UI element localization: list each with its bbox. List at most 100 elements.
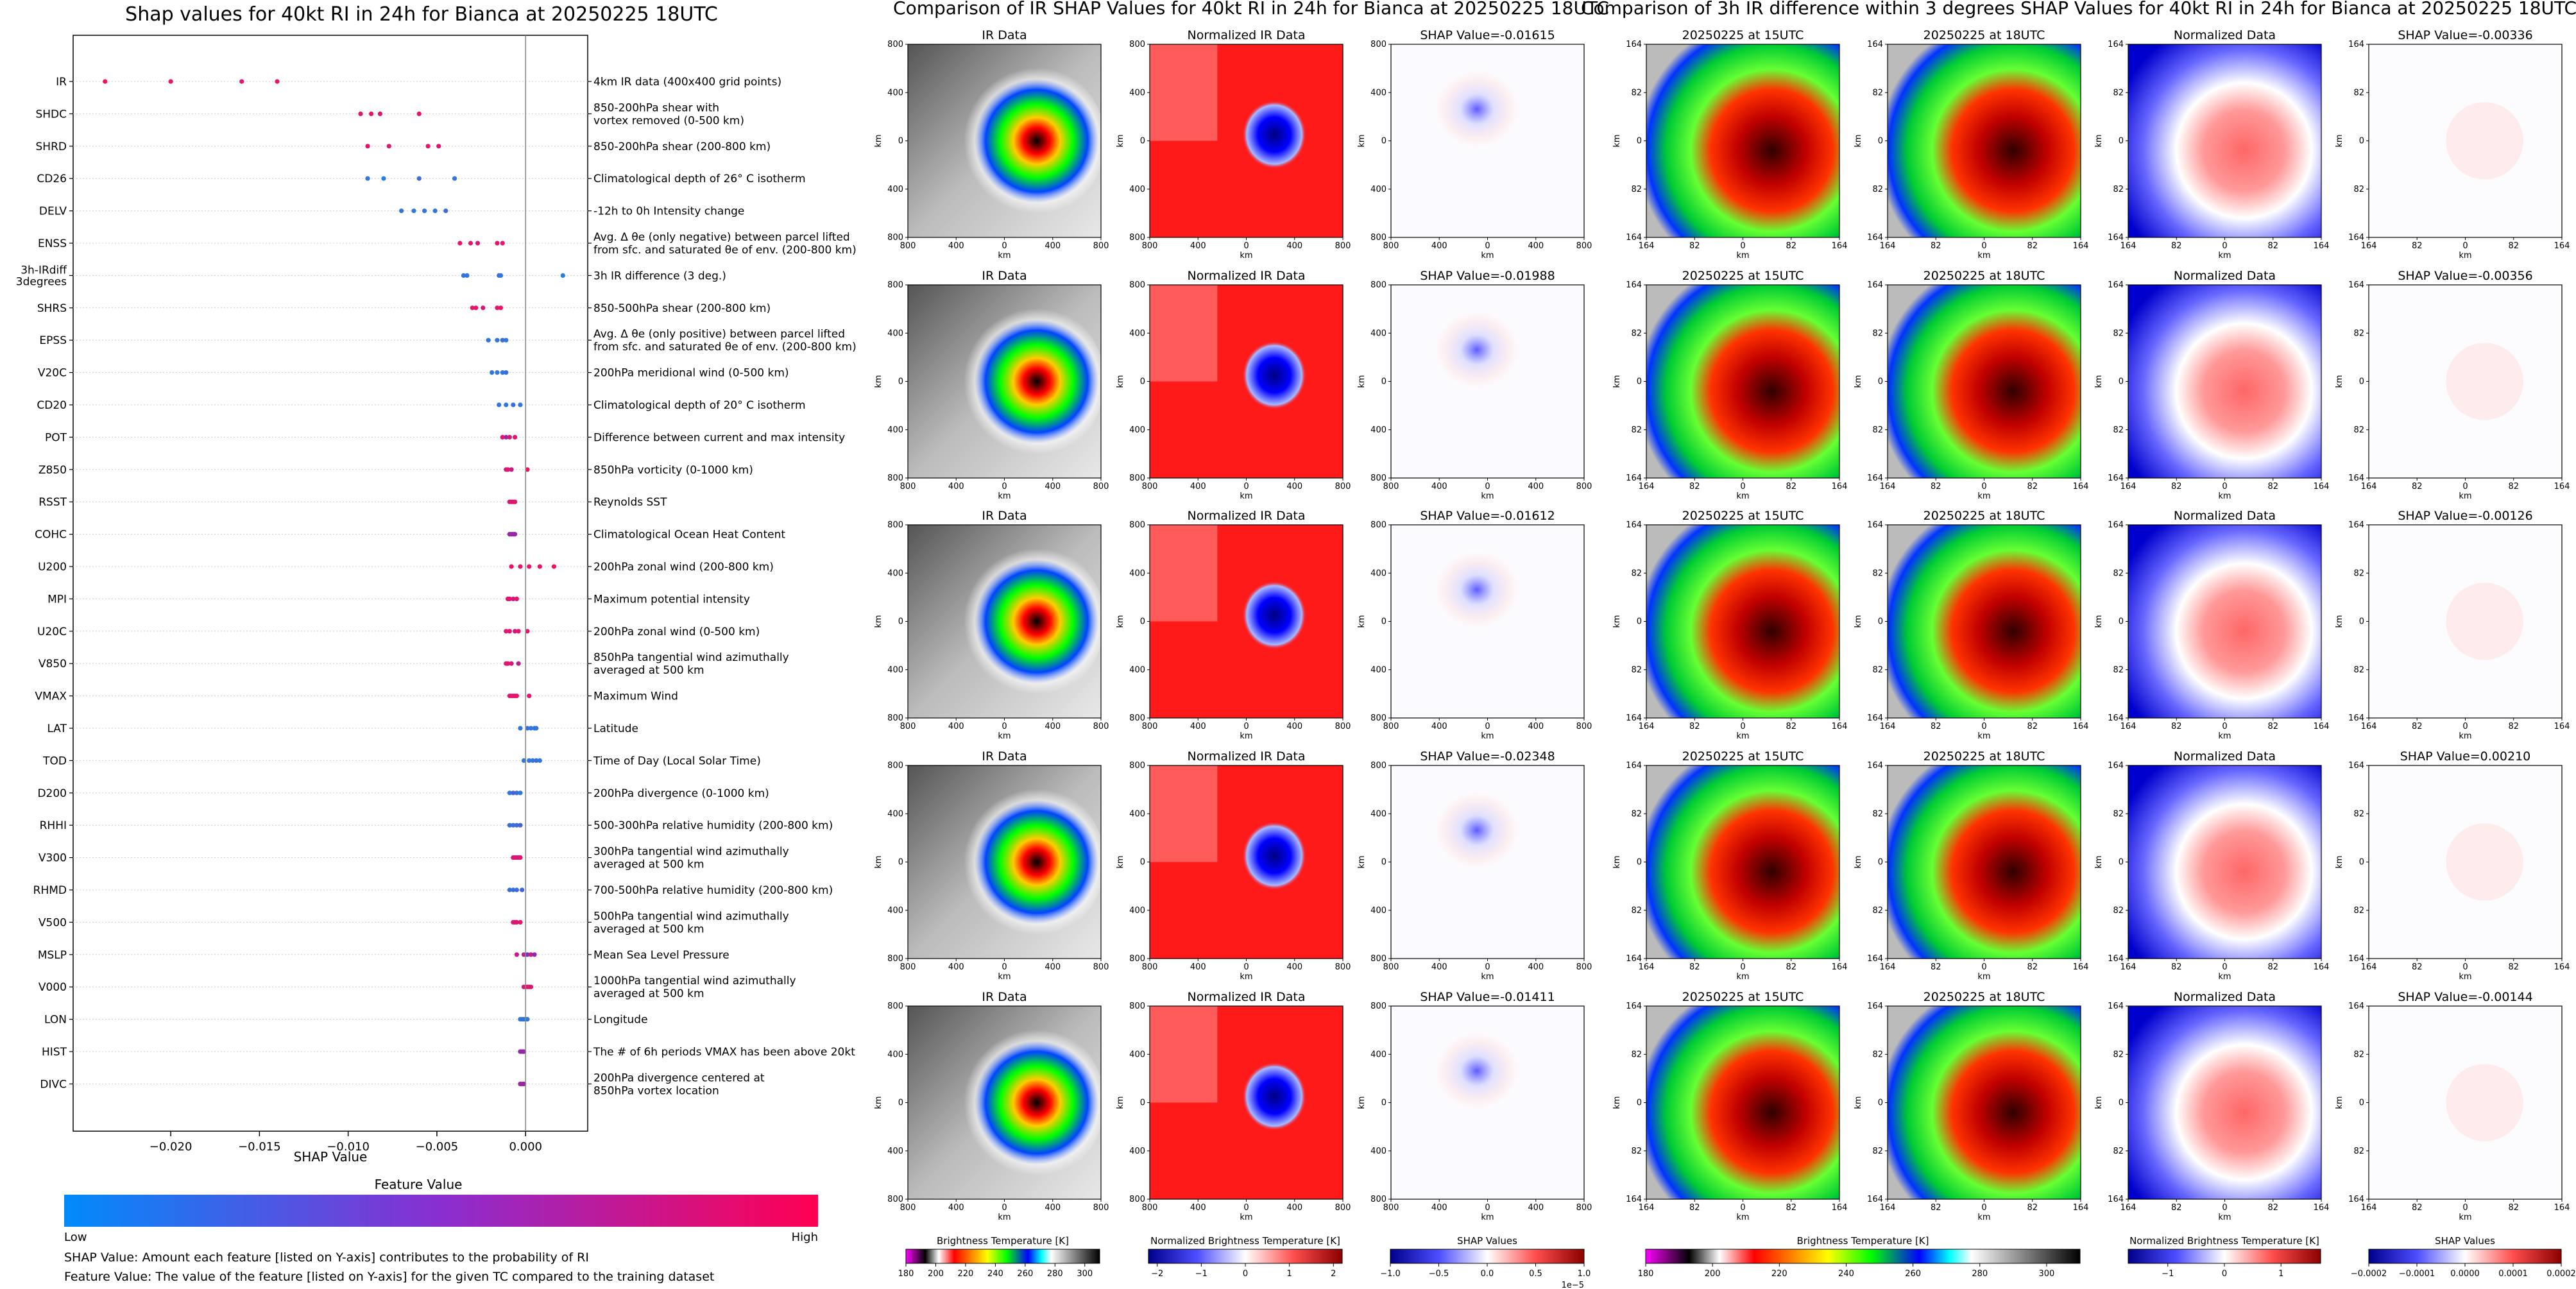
ir-grid-panels: IR Data80080040040000400400800800kmkmNor… — [874, 28, 1592, 1222]
panel-x-tick-label: 0 — [1981, 482, 1986, 491]
panel-y-axis-label: km — [2335, 375, 2344, 388]
panel-x-tick-label: 800 — [1093, 1203, 1109, 1213]
panel-y-tick-label: 0 — [1140, 617, 1145, 627]
panel-x-tick-label: 0 — [1243, 241, 1249, 251]
shap-point — [513, 629, 518, 634]
panel-x-tick-label: 400 — [1045, 482, 1061, 491]
panel-x-axis-label: km — [998, 251, 1011, 260]
shap-feature-row: MSLP Mean Sea Level Pressure — [38, 949, 729, 962]
panel-x-tick-label: 400 — [1431, 241, 1447, 251]
shap-feature-description: averaged at 500 km — [593, 858, 704, 871]
shap-point — [525, 952, 530, 957]
colorbar-tick-label: 1 — [2278, 1269, 2283, 1279]
panel-y-axis-label: km — [2094, 1096, 2104, 1109]
colorbar-label: SHAP Values — [1457, 1235, 1517, 1247]
panel-y-tick-label: 82 — [1631, 665, 1642, 675]
panel-x-axis-label: km — [2218, 1213, 2231, 1222]
panel-y-axis-label: km — [1357, 134, 1367, 147]
panel-y-tick-label: 800 — [887, 761, 903, 771]
ir-panel-title: IR Data — [982, 28, 1027, 42]
norm-cloud — [1150, 1006, 1218, 1103]
panel-x-tick-label: 800 — [1142, 1203, 1158, 1213]
panel-image — [1391, 525, 1584, 718]
shap-point — [537, 758, 542, 763]
shap-feature-name: TOD — [42, 755, 67, 767]
panel-y-tick-label: 164 — [2348, 40, 2364, 49]
shap-point — [481, 305, 486, 311]
ir-diff-grid-cell: 20250225 at 18UTC1641648282008282164164k… — [1854, 269, 2088, 501]
shap-feature-row: U20C 200hPa zonal wind (0-500 km) — [37, 626, 760, 638]
panel-y-tick-label: 82 — [1872, 1050, 1883, 1059]
panel-x-tick-label: 164 — [1832, 241, 1848, 251]
panel-x-tick-label: 800 — [1335, 962, 1351, 972]
norm-storm — [1211, 1041, 1320, 1157]
shap-point — [365, 176, 370, 181]
shap-point — [514, 694, 519, 699]
shap-feature-name: DELV — [39, 205, 67, 218]
panel-y-tick-label: 82 — [2353, 1147, 2364, 1156]
panel-x-tick-label: 400 — [1286, 241, 1302, 251]
shap-feature-description: Difference between current and max inten… — [593, 431, 845, 444]
panel-y-axis-label: km — [1357, 855, 1367, 868]
shap-feature-description: Climatological Ocean Heat Content — [593, 529, 785, 542]
panel-y-tick-label: 82 — [2353, 329, 2364, 338]
shap-feature-row: CD20 Climatological depth of 20° C isothe… — [37, 399, 805, 412]
shap-point — [513, 434, 518, 440]
panel-y-tick-label: 164 — [2108, 954, 2124, 964]
panel-y-tick-label: 800 — [887, 1195, 903, 1204]
shap-point — [386, 144, 391, 149]
panel-x-tick-label: 82 — [1689, 1203, 1700, 1213]
panel-x-tick-label: 400 — [1528, 241, 1544, 251]
panel-x-tick-label: 0 — [1485, 482, 1490, 491]
panel-y-tick-label: 0 — [2119, 858, 2124, 867]
panel-y-tick-label: 800 — [887, 233, 903, 243]
panel-y-tick-label: 400 — [1129, 568, 1145, 578]
shap-point — [468, 241, 473, 246]
panel-y-tick-label: 164 — [2348, 761, 2364, 771]
shap-feature-description: averaged at 500 km — [593, 923, 704, 935]
panel-x-tick-label: 400 — [948, 241, 964, 251]
shap-point — [511, 790, 516, 796]
colorbar-tick-label: −0.5 — [1429, 1269, 1449, 1279]
panel-y-tick-label: 82 — [2113, 906, 2124, 916]
panel-x-tick-label: 400 — [1190, 482, 1206, 491]
colorbar-tick-label: 200 — [928, 1269, 944, 1279]
shap-value-title: SHAP Value=-0.01988 — [1420, 269, 1555, 283]
panel-y-tick-label: 0 — [1878, 137, 1883, 146]
panel-y-tick-label: 400 — [1370, 425, 1386, 435]
panel-y-tick-label: 800 — [1129, 233, 1145, 243]
panel-y-axis-label: km — [2335, 134, 2344, 147]
panel-y-tick-label: 400 — [887, 1147, 903, 1156]
panel-x-tick-label: 0 — [2462, 1203, 2468, 1213]
shap-feature-row: POT Difference between current and max in… — [45, 431, 845, 444]
panel-y-tick-label: 0 — [2359, 617, 2364, 627]
colorbar-tick-label: 180 — [898, 1269, 914, 1279]
shap-point — [518, 919, 523, 925]
panel-y-tick-label: 164 — [2348, 954, 2364, 964]
shap-feature-row: HIST The # of 6h periods VMAX has been ab… — [42, 1046, 855, 1059]
panel-y-tick-label: 164 — [1626, 1002, 1642, 1011]
panel-image — [2369, 285, 2562, 478]
ir-diff-grid-cell: SHAP Value=-0.00336164164828200828216416… — [2335, 28, 2570, 260]
panel-x-tick-label: 0 — [1002, 241, 1007, 251]
panel-x-axis-label: km — [1736, 1213, 1749, 1222]
shap-point — [534, 758, 539, 763]
panel-x-tick-label: 400 — [1431, 1203, 1447, 1213]
panel-image — [1646, 525, 1839, 718]
ir-diff-panel-title: 20250225 at 15UTC — [1682, 509, 1804, 523]
panel-x-tick-label: 0 — [1740, 722, 1745, 731]
shap-feature-name: RHHI — [40, 819, 67, 832]
ir-diff-panel-title: Normalized Data — [2174, 990, 2276, 1004]
shap-feature-row: SHRS 850-500hPa shear (200-800 km) — [37, 302, 771, 315]
shap-feature-name: MSLP — [38, 949, 67, 962]
panel-x-tick-label: 0 — [2222, 1203, 2227, 1213]
shap-point — [422, 209, 427, 214]
shap-point — [518, 402, 523, 407]
shap-point — [537, 564, 542, 569]
panel-x-tick-label: 164 — [2554, 722, 2570, 731]
panel-x-tick-label: 0 — [2462, 241, 2468, 251]
panel-y-tick-label: 0 — [2119, 617, 2124, 627]
colorbar-tick-label: 1 — [1286, 1269, 1292, 1279]
shap-point — [521, 952, 527, 957]
shap-point — [514, 790, 519, 796]
